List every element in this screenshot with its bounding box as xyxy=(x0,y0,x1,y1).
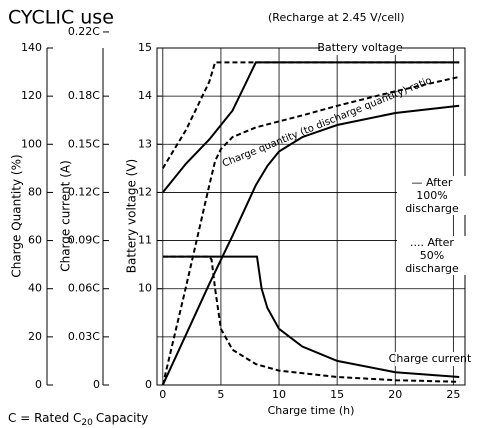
y-axis-title: Charge Quantity (%) xyxy=(10,154,24,277)
y2-tick-label: 13 xyxy=(138,137,152,150)
y2-origin-label: 0 xyxy=(145,378,152,391)
y-tick-label: 140 xyxy=(21,41,42,54)
quantity-curve xyxy=(161,104,460,386)
y3-tick-label: 0.06C xyxy=(68,282,100,295)
legend-label: After 100% discharge xyxy=(405,176,459,215)
x-tick-label: 10 xyxy=(272,388,286,401)
plot-frame xyxy=(156,47,466,386)
legend-label: After 50% discharge xyxy=(405,236,459,275)
y-tick-label: 40 xyxy=(28,282,42,295)
voltage-curve xyxy=(161,61,460,169)
y2-tick-label: 14 xyxy=(138,89,152,102)
chart-subtitle: (Recharge at 2.45 V/cell) xyxy=(268,11,405,24)
y2-axis-title: Battery voltage (V) xyxy=(125,159,139,273)
annotation-bg xyxy=(395,352,463,366)
y3-tick-label: 0.03C xyxy=(68,330,100,343)
footnote-text: C = Rated C xyxy=(8,411,81,425)
y3-tick-label: 0.12C xyxy=(68,185,100,198)
legend-symbol: .... xyxy=(410,236,428,249)
y-tick-label: 100 xyxy=(21,137,42,150)
y-tick-label: 120 xyxy=(21,89,42,102)
annotation: Charge quantity (to discharge quantity) … xyxy=(221,75,434,169)
x-tick-label: 15 xyxy=(330,388,344,401)
legend-entry: — After 100% discharge xyxy=(397,176,467,215)
y3-axis-title: Charge current (A) xyxy=(59,160,73,272)
voltage-curve xyxy=(162,61,460,194)
footnote: C = Rated C20 Capacity xyxy=(8,411,148,428)
y2-tick-label: 12 xyxy=(138,185,152,198)
y3-tick-label: 0.18C xyxy=(68,89,100,102)
chart-title: CYCLIC use xyxy=(8,7,114,29)
quantity-curve xyxy=(161,75,460,386)
y-tick-label: 60 xyxy=(28,234,42,247)
legend-symbol: — xyxy=(411,176,427,189)
annotation: Battery voltage xyxy=(317,41,403,54)
x-tick-label: 5 xyxy=(217,388,224,401)
footnote-sub: 20 xyxy=(81,418,93,428)
x-tick-label: 0 xyxy=(159,388,166,401)
current-curve xyxy=(162,255,460,383)
x-axis-title: Charge time (h) xyxy=(268,404,355,417)
y2-tick-label: 11 xyxy=(138,234,152,247)
footnote-tail: Capacity xyxy=(96,411,148,425)
y-tick-label: 20 xyxy=(28,330,42,343)
legend-entry: .... After 50% discharge xyxy=(397,236,467,275)
y3-tick-label: 0 xyxy=(93,378,100,391)
y3-tick-label: 0.22C xyxy=(68,25,100,38)
y-tick-label: 0 xyxy=(35,378,42,391)
annotation-bg xyxy=(320,41,400,55)
current-curve xyxy=(162,255,460,378)
y3-tick-label: 0.15C xyxy=(68,137,100,150)
y2-tick-label: 15 xyxy=(138,41,152,54)
y-tick-label: 80 xyxy=(28,185,42,198)
annotation: Charge current xyxy=(389,352,472,365)
x-tick-label: 25 xyxy=(446,388,460,401)
y3-tick-label: 0.09C xyxy=(68,234,100,247)
x-tick-label: 20 xyxy=(388,388,402,401)
y2-tick-label: 10 xyxy=(138,282,152,295)
